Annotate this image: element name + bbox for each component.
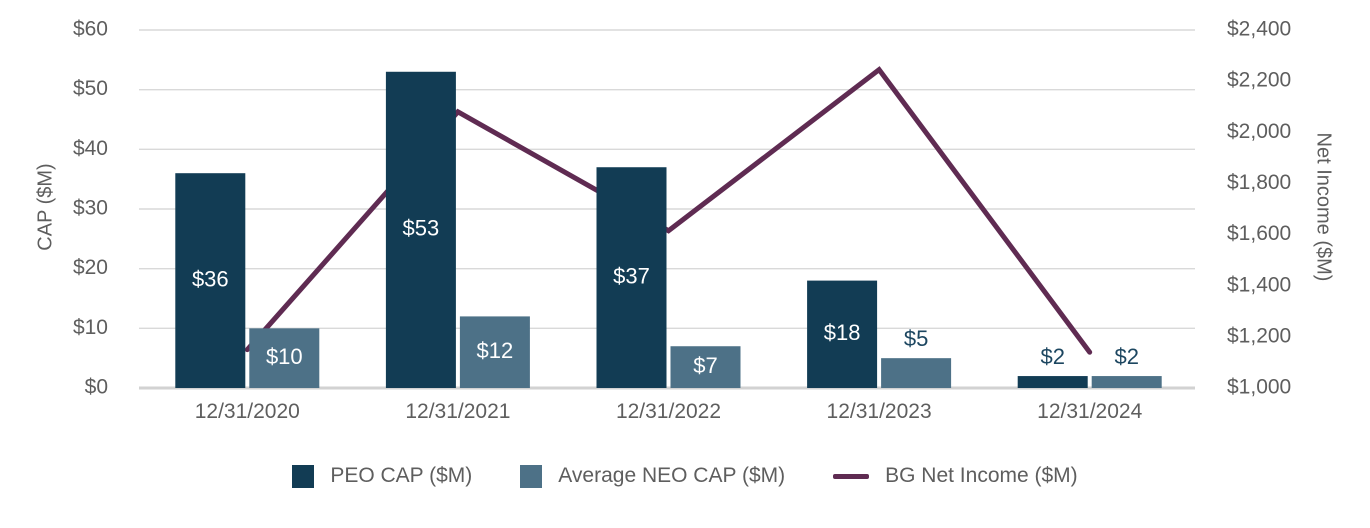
x-axis-label: 12/31/2023: [827, 400, 932, 423]
legend-square-swatch: [520, 464, 543, 488]
left-axis-tick: $20: [73, 256, 108, 279]
left-axis-tick: $30: [73, 197, 108, 220]
legend: PEO CAP ($M) Average NEO CAP ($M) BG Net I…: [0, 456, 1370, 496]
x-axis-label: 12/31/2024: [1037, 400, 1142, 423]
bar-label: $36: [192, 266, 229, 291]
bar-peo-12/31/2024: [1017, 376, 1088, 388]
x-axis-label: 12/31/2022: [616, 400, 721, 423]
bar-peo-12/31/2021: [385, 71, 456, 389]
bar-neo-12/31/2021: [459, 316, 530, 388]
right-axis-tick: $2,200: [1227, 69, 1291, 92]
bar-label: $10: [266, 344, 303, 369]
legend-label: PEO CAP ($M): [330, 464, 473, 487]
left-axis-tick: $40: [73, 137, 108, 160]
right-axis-tick: $1,600: [1227, 222, 1291, 245]
bar-label: $5: [904, 326, 928, 351]
right-axis-tick: $1,800: [1227, 171, 1291, 194]
bar-label: $7: [693, 353, 717, 378]
legend-item: BG Net Income ($M): [833, 464, 1078, 488]
bar-label: $2: [1040, 344, 1064, 369]
right-axis-tick: $1,000: [1227, 376, 1291, 399]
x-axis-label: 12/31/2020: [195, 400, 300, 423]
right-axis-tick: $1,400: [1227, 273, 1291, 296]
bar-neo-12/31/2022: [670, 346, 741, 388]
left-axis-tick: $0: [85, 376, 108, 399]
x-axis-label: 12/31/2021: [405, 400, 510, 423]
bar-peo-12/31/2020: [175, 173, 246, 388]
legend-label: BG Net Income ($M): [885, 464, 1078, 487]
bar-label: $37: [613, 263, 650, 288]
left-axis-tick: $50: [73, 77, 108, 100]
legend-label: Average NEO CAP ($M): [558, 464, 786, 487]
bar-neo-12/31/2024: [1091, 376, 1162, 388]
bar-label: $2: [1114, 344, 1138, 369]
bar-label: $18: [824, 320, 861, 345]
right-axis-tick: $1,200: [1227, 324, 1291, 347]
left-axis-tick: $10: [73, 316, 108, 339]
legend-line-swatch: [833, 473, 870, 479]
right-axis-tick: $2,400: [1227, 18, 1291, 41]
bar-peo-12/31/2022: [596, 167, 667, 388]
legend-item: PEO CAP ($M): [292, 464, 472, 488]
bar-neo-12/31/2020: [249, 328, 320, 388]
plot-area: $36 $53 $37 $18 $2 $10 $12 $7 $5 $2 $0 $10 $20 $30 $40…: [73, 18, 1291, 423]
left-axis-tick: $60: [73, 18, 108, 41]
right-axis-tick: $2,000: [1227, 120, 1291, 143]
legend-square-swatch: [292, 464, 315, 488]
legend-item: Average NEO CAP ($M): [520, 464, 785, 488]
net-income-line: [244, 66, 1093, 355]
bar-label: $53: [403, 216, 440, 241]
bar-neo-12/31/2023: [881, 358, 952, 388]
bar-peo-12/31/2023: [807, 280, 878, 388]
bar-label: $12: [477, 338, 514, 363]
